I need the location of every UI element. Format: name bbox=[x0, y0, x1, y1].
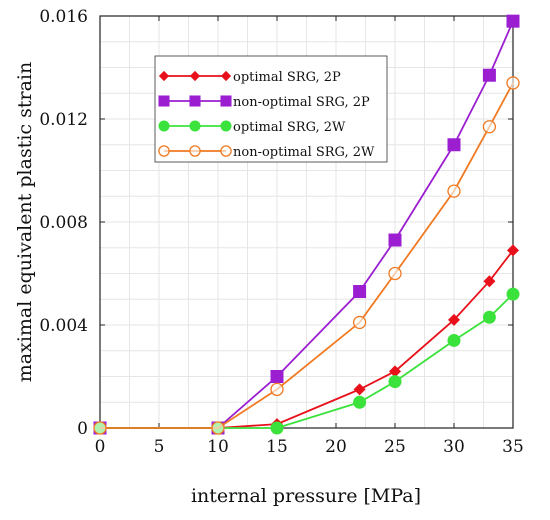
data-point-circle bbox=[353, 395, 367, 409]
data-point-square bbox=[447, 138, 461, 152]
series-line bbox=[100, 82, 514, 429]
data-point-diamond bbox=[483, 275, 496, 288]
y-tick-label: 0 bbox=[77, 419, 88, 439]
data-point-open-circle bbox=[270, 382, 284, 397]
data-point-diamond bbox=[448, 313, 460, 326]
data-point-diamond bbox=[189, 70, 201, 82]
data-point-diamond bbox=[353, 383, 366, 396]
series-line bbox=[100, 20, 514, 429]
data-point-square bbox=[506, 14, 520, 28]
legend-label: non-optimal SRG, 2W bbox=[233, 145, 375, 160]
data-point-diamond bbox=[158, 70, 170, 82]
data-point-circle bbox=[482, 310, 496, 324]
x-tick-label: 30 bbox=[443, 437, 465, 457]
data-point-open-circle bbox=[220, 145, 232, 157]
x-tick-label: 25 bbox=[384, 437, 406, 457]
legend-item: optimal SRG, 2W bbox=[158, 120, 346, 135]
y-axis-title: maximal equivalent plastic strain bbox=[14, 62, 36, 382]
x-tick-label: 0 bbox=[95, 437, 106, 457]
data-point-open-circle bbox=[158, 145, 170, 157]
axis-ticks: 0 5 10 15 20 25 30 35 0 0.004 0.008 0.012 0.016 bbox=[39, 7, 523, 457]
data-point-circle bbox=[506, 287, 520, 301]
legend-item: non-optimal SRG, 2W bbox=[158, 145, 375, 160]
series-4 bbox=[93, 76, 520, 435]
y-tick-label: 0.012 bbox=[39, 110, 88, 130]
x-tick-label: 20 bbox=[325, 437, 347, 457]
legend-item: optimal SRG, 2P bbox=[158, 70, 341, 85]
data-point-square bbox=[388, 233, 402, 247]
data-point-diamond bbox=[220, 70, 232, 82]
data-point-open-circle bbox=[352, 315, 367, 330]
data-point-open-circle bbox=[447, 184, 461, 198]
data-point-square bbox=[189, 95, 201, 107]
data-point-circle bbox=[158, 120, 170, 132]
data-point-open-circle bbox=[189, 145, 201, 157]
series-line bbox=[100, 293, 514, 429]
legend: optimal SRG, 2P non-optimal SRG, 2P optima… bbox=[154, 55, 388, 163]
data-point-square bbox=[270, 370, 284, 383]
series-layer bbox=[93, 14, 520, 435]
data-point-open-circle bbox=[482, 120, 497, 134]
legend-label: optimal SRG, 2W bbox=[233, 120, 346, 135]
y-tick-label: 0.008 bbox=[39, 213, 88, 233]
data-point-square bbox=[158, 95, 170, 107]
data-point-circle bbox=[220, 120, 232, 132]
y-tick-label: 0.004 bbox=[39, 316, 88, 336]
legend-item: non-optimal SRG, 2P bbox=[158, 95, 370, 110]
x-tick-label: 15 bbox=[266, 437, 288, 457]
data-point-circle bbox=[270, 421, 284, 435]
data-point-square bbox=[353, 285, 367, 299]
x-tick-label: 5 bbox=[154, 437, 165, 457]
data-point-circle bbox=[447, 333, 461, 347]
data-point-diamond bbox=[389, 365, 401, 378]
data-point-circle bbox=[189, 120, 201, 132]
x-tick-label: 35 bbox=[502, 437, 524, 457]
data-point-open-circle bbox=[211, 421, 225, 435]
data-point-circle bbox=[388, 375, 402, 389]
data-point-diamond bbox=[507, 244, 519, 257]
x-axis-title: internal pressure [MPa] bbox=[191, 485, 421, 507]
legend-label: optimal SRG, 2P bbox=[233, 70, 341, 85]
data-point-open-circle bbox=[506, 76, 520, 90]
y-tick-label: 0.016 bbox=[39, 7, 88, 27]
data-point-open-circle bbox=[388, 266, 402, 281]
x-tick-label: 10 bbox=[207, 437, 229, 457]
data-point-square bbox=[220, 95, 232, 107]
legend-label: non-optimal SRG, 2P bbox=[233, 95, 370, 110]
data-point-square bbox=[482, 68, 496, 82]
data-point-open-circle bbox=[93, 421, 107, 435]
